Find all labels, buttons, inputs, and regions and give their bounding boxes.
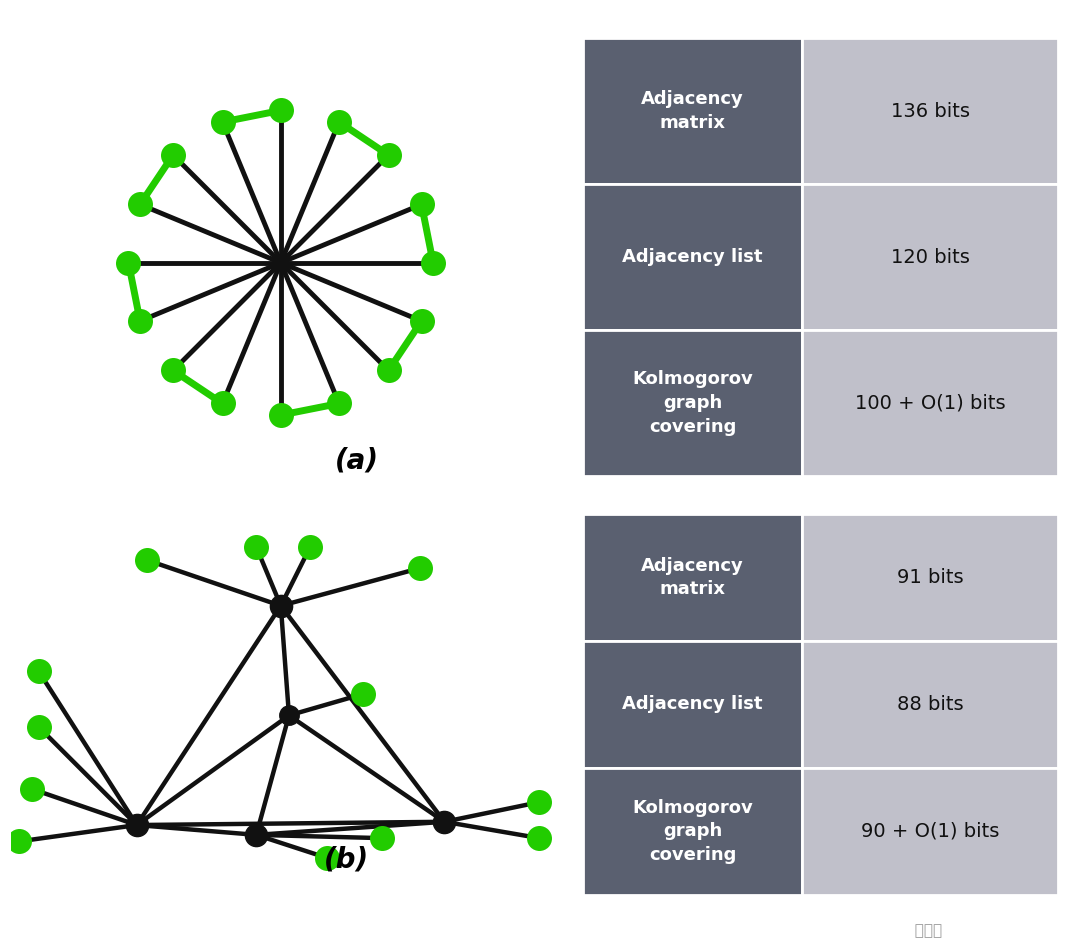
Bar xyxy=(583,184,801,330)
Bar xyxy=(583,641,801,768)
Bar xyxy=(801,38,1058,184)
Bar xyxy=(801,514,1058,641)
Text: (a): (a) xyxy=(335,446,379,475)
Bar xyxy=(583,768,801,895)
Text: 136 bits: 136 bits xyxy=(891,102,970,121)
Text: 100 + O(1) bits: 100 + O(1) bits xyxy=(854,393,1005,412)
Text: 88 bits: 88 bits xyxy=(896,695,963,714)
Text: 90 + O(1) bits: 90 + O(1) bits xyxy=(861,822,999,841)
Bar xyxy=(583,38,801,184)
Text: Adjacency
matrix: Adjacency matrix xyxy=(642,90,744,132)
Text: Kolmogorov
graph
covering: Kolmogorov graph covering xyxy=(632,370,753,436)
Text: Adjacency
matrix: Adjacency matrix xyxy=(642,557,744,599)
Bar xyxy=(801,184,1058,330)
Text: (b): (b) xyxy=(324,845,368,873)
Text: Adjacency list: Adjacency list xyxy=(622,248,762,266)
Text: Adjacency list: Adjacency list xyxy=(622,696,762,713)
Bar xyxy=(801,330,1058,476)
Bar xyxy=(583,514,801,641)
Text: Kolmogorov
graph
covering: Kolmogorov graph covering xyxy=(632,799,753,864)
Bar xyxy=(801,768,1058,895)
Bar xyxy=(583,330,801,476)
Text: 91 bits: 91 bits xyxy=(896,568,963,587)
Text: 120 bits: 120 bits xyxy=(891,248,970,267)
Bar xyxy=(801,641,1058,768)
Text: 新智元: 新智元 xyxy=(905,923,942,939)
